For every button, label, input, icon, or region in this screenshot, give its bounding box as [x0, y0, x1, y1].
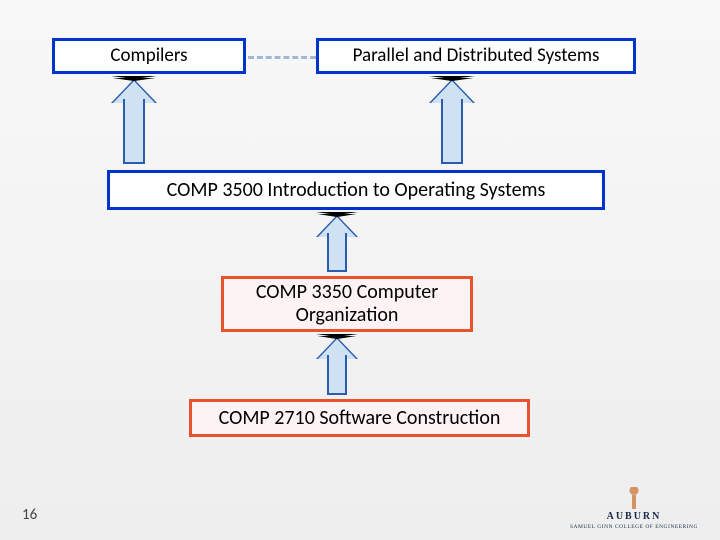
arrow-body [441, 99, 463, 164]
node-label: COMP 2710 Software Construction [219, 407, 501, 430]
node-compilers: Compilers [52, 38, 246, 74]
logo-seal-icon [624, 487, 644, 509]
node-label: Compilers [110, 45, 187, 67]
logo-college: SAMUEL GINN COLLEGE OF ENGINEERING [570, 524, 698, 530]
logo-university: AUBURN [570, 511, 698, 522]
arrow-body [123, 99, 145, 164]
node-label: COMP 3350 Computer Organization [224, 281, 470, 327]
page-number: 16 [22, 506, 37, 524]
node-label: Parallel and Distributed Systems [353, 45, 600, 67]
dashed-connector [248, 56, 316, 59]
node-label: COMP 3500 Introduction to Operating Syst… [167, 179, 546, 202]
node-comp2710: COMP 2710 Software Construction [189, 399, 530, 437]
arrow-body [327, 233, 347, 272]
node-parallel: Parallel and Distributed Systems [316, 38, 636, 74]
node-comp3350: COMP 3350 Computer Organization [221, 276, 473, 332]
auburn-logo: AUBURN SAMUEL GINN COLLEGE OF ENGINEERIN… [570, 487, 698, 530]
arrow-body [327, 355, 347, 395]
node-comp3500: COMP 3500 Introduction to Operating Syst… [107, 170, 605, 210]
